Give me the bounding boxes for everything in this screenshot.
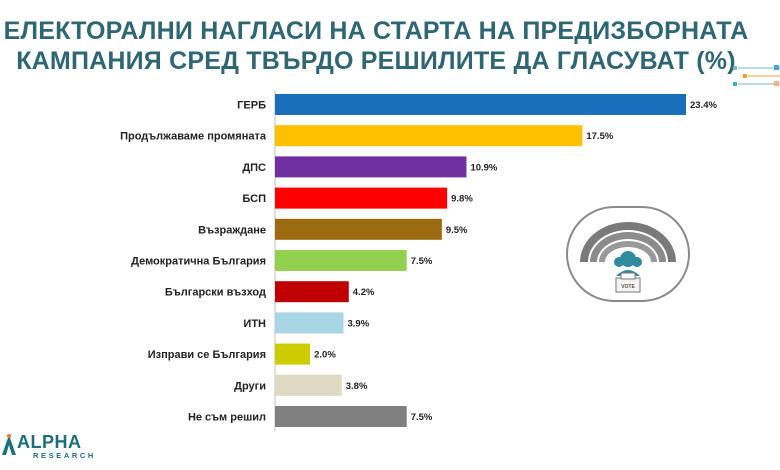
category-label: ГЕРБ bbox=[237, 100, 266, 112]
value-label: 9.5% bbox=[446, 225, 468, 236]
logo-sub-text: RESEARCH bbox=[33, 451, 96, 460]
bar bbox=[275, 187, 448, 209]
bar bbox=[275, 343, 311, 365]
title-line-1: ЕЛЕКТОРАЛНИ НАГЛАСИ НА СТАРТА НА ПРЕДИЗБ… bbox=[3, 17, 749, 45]
category-label: Не съм решил bbox=[188, 412, 266, 424]
bar bbox=[275, 94, 686, 115]
category-label: Продължаваме промяната bbox=[120, 131, 267, 143]
bar bbox=[275, 281, 349, 303]
category-label: ИТН bbox=[243, 318, 266, 330]
category-label: Демократична България bbox=[131, 256, 266, 268]
svg-text:VOTE: VOTE bbox=[621, 284, 635, 290]
bar bbox=[275, 156, 467, 178]
category-label: Други bbox=[234, 380, 266, 392]
bar bbox=[275, 406, 407, 427]
bar bbox=[275, 218, 442, 240]
category-label: БСП bbox=[242, 193, 266, 205]
category-label: Български възход bbox=[165, 287, 266, 299]
connector-lines-icon bbox=[733, 65, 780, 86]
value-label: 9.8% bbox=[451, 194, 473, 205]
value-label: 10.9% bbox=[470, 162, 497, 173]
category-label: ДПС bbox=[242, 162, 266, 174]
value-label: 2.0% bbox=[314, 350, 336, 361]
value-label: 23.4% bbox=[690, 100, 717, 111]
bar bbox=[275, 250, 407, 271]
value-label: 4.2% bbox=[353, 287, 375, 298]
alpha-research-logo: ALPHA RESEARCH bbox=[0, 430, 104, 470]
parliament-ballot-box-icon: VOTE bbox=[566, 206, 690, 302]
page-title: ЕЛЕКТОРАЛНИ НАГЛАСИ НА СТАРТА НА ПРЕДИЗБ… bbox=[0, 16, 752, 76]
value-label: 17.5% bbox=[586, 131, 613, 142]
category-label: Възраждане bbox=[198, 224, 266, 236]
bar bbox=[275, 374, 342, 396]
value-label: 7.5% bbox=[411, 256, 433, 267]
bar bbox=[275, 125, 583, 147]
logo-main-text: ALPHA bbox=[17, 432, 82, 452]
value-label: 7.5% bbox=[411, 412, 433, 423]
value-label: 3.8% bbox=[346, 381, 368, 392]
title-line-2: КАМПАНИЯ СРЕД ТВЪРДО РЕШИЛИТЕ ДА ГЛАСУВА… bbox=[16, 47, 736, 75]
logo-figure-icon bbox=[2, 434, 16, 455]
category-label: Изправи се България bbox=[148, 349, 266, 361]
value-label: 3.9% bbox=[348, 318, 370, 329]
bar bbox=[275, 312, 344, 334]
